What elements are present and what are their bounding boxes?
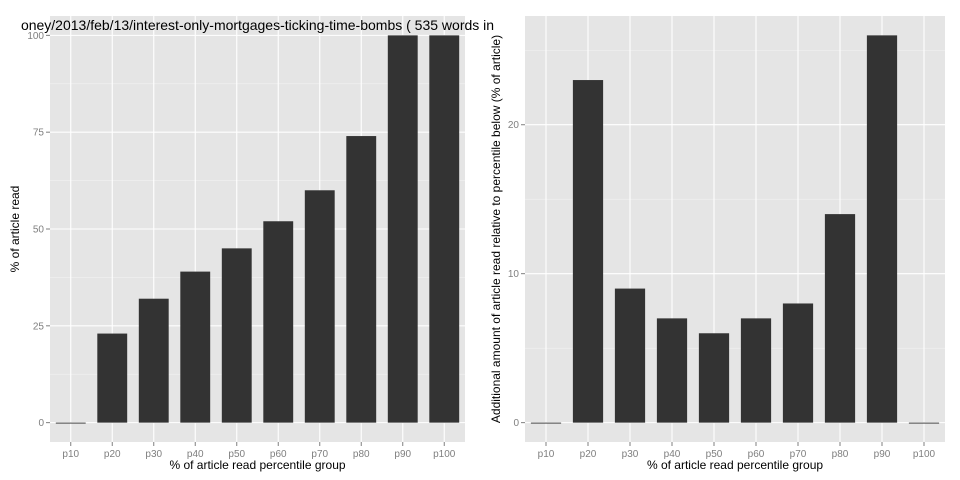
right-panel: 0 10 20 p10 p20 p30 p40 p50 p60 p70 p80 p90 p100 % of… [489,16,945,472]
y-tick-label: 50 [33,225,45,236]
y-tick-label: 10 [508,269,520,280]
x-tick-label: p50 [706,449,723,460]
x-tick-label: p90 [394,449,411,460]
x-tick-label: p100 [433,449,456,460]
x-tick-label: p90 [874,449,891,460]
bar-p50 [221,248,252,423]
x-tick-label: p40 [664,449,681,460]
bar-p10 [55,422,86,424]
x-tick-label: p60 [270,449,287,460]
x-tick-label: p60 [748,449,765,460]
bar-p50 [698,333,730,423]
x-tick-label: p30 [622,449,639,460]
x-tick-label: p100 [913,449,936,460]
y-tick-label: 0 [513,418,519,429]
x-tick-label: p30 [145,449,162,460]
bar-p20 [572,80,604,423]
x-tick-label: p80 [832,449,849,460]
x-tick-label: p40 [187,449,204,460]
bar-p90 [866,35,898,423]
bar-p100 [908,422,940,424]
left-panel: 0 25 50 75 100 p10 p20 p30 p40 p50 p60 p70 p80 p90 p10… [8,16,494,472]
bar-p70 [782,303,814,423]
y-axis-title: Additional amount of article read relati… [489,35,503,423]
bar-p80 [824,214,856,423]
bar-p60 [740,318,772,423]
x-tick-label: p10 [62,449,79,460]
bar-p40 [656,318,688,423]
bar-p30 [614,288,646,423]
bar-p10 [530,422,562,424]
x-tick-label: p20 [104,449,121,460]
x-tick-label: p10 [538,449,555,460]
y-tick-label: 75 [33,128,45,139]
y-tick-label: 20 [508,120,520,131]
x-tick-label: p20 [580,449,597,460]
bar-p100 [429,35,460,423]
x-axis-title: % of article read percentile group [647,458,823,472]
x-tick-label: p70 [311,449,328,460]
y-tick-label: 100 [27,31,44,42]
bar-p80 [346,136,377,423]
x-tick-label: p50 [228,449,245,460]
bar-p20 [97,333,128,423]
x-tick-label: p80 [353,449,370,460]
bar-p30 [138,298,169,423]
x-axis-title: % of article read percentile group [169,458,345,472]
bar-p60 [263,221,294,423]
bar-p40 [180,271,211,423]
y-tick-label: 25 [33,321,45,332]
bar-p70 [304,190,335,423]
y-axis-title: % of article read [8,186,22,273]
chart-title: oney/2013/feb/13/interest-only-mortgages… [21,17,494,33]
y-tick-label: 0 [38,418,44,429]
x-tick-label: p70 [790,449,807,460]
bar-p90 [387,35,418,423]
